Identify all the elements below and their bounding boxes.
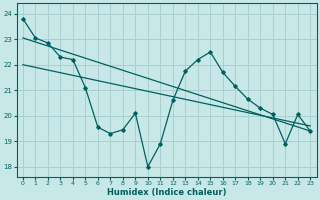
- X-axis label: Humidex (Indice chaleur): Humidex (Indice chaleur): [107, 188, 226, 197]
